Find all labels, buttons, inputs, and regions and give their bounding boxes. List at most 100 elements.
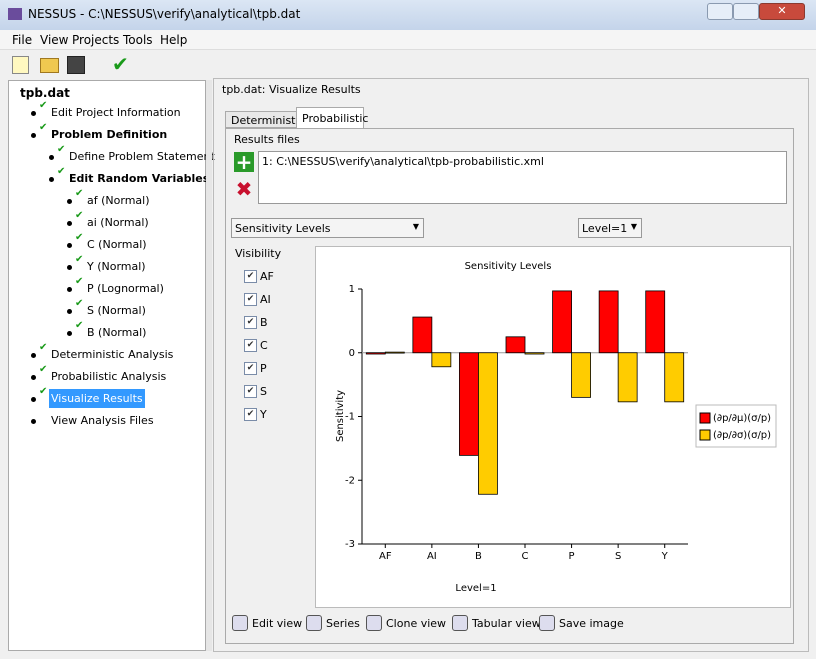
tab[interactable]: Deterministic [225,111,297,128]
tree-item[interactable]: Probabilistic Analysis [51,370,166,383]
menu-item[interactable]: Projects [72,33,119,47]
tree-item[interactable]: Edit Random Variables [69,172,209,185]
tree-dot [31,133,36,138]
panel-title: tpb.dat: Visualize Results [222,83,361,96]
tree-item[interactable]: Problem Definition [51,128,167,141]
button-icon[interactable] [306,615,322,631]
tree-dot [49,177,54,182]
title-bar: NESSUS - C:\NESSUS\verify\analytical\tpb… [0,0,816,30]
status-check: ✔ [39,386,47,397]
menu-item[interactable]: File [12,33,32,47]
tree-dot [67,309,72,314]
toolbar-button[interactable]: Clone view [386,617,446,630]
menu-item[interactable]: View [40,33,68,47]
save-button[interactable] [67,56,85,74]
window-title: NESSUS - C:\NESSUS\verify\analytical\tpb… [28,7,300,21]
splitter[interactable] [206,80,212,651]
menu-item[interactable]: Help [160,33,187,47]
close-button[interactable]: ✕ [759,3,805,20]
add-file-button[interactable]: + [234,152,254,172]
checkbox-label: B [260,316,268,329]
tree-dot [67,331,72,336]
bar [385,352,404,353]
bar [478,353,497,495]
tree-item[interactable]: Visualize Results [49,389,145,408]
button-icon[interactable] [539,615,555,631]
tree-item[interactable]: Define Problem Statement [69,150,215,163]
button-icon[interactable] [232,615,248,631]
level-select[interactable]: Level=1▼ [578,218,642,238]
tree-item[interactable]: Deterministic Analysis [51,348,173,361]
checkbox[interactable]: ✔ [244,339,257,352]
tree-item[interactable]: Y (Normal) [87,260,146,273]
tab-label: Probabilistic [302,112,368,125]
maximize-button[interactable] [733,3,759,20]
y-tick-label: -2 [345,475,355,486]
bar [459,353,478,456]
checkbox[interactable]: ✔ [244,385,257,398]
bar [366,353,385,354]
open-button[interactable] [40,58,59,73]
status-check: ✔ [75,276,83,287]
bar [432,353,451,367]
toolbar-button[interactable]: Edit view [252,617,302,630]
checkbox[interactable]: ✔ [244,270,257,283]
status-check: ✔ [57,144,65,155]
checkbox[interactable]: ✔ [244,362,257,375]
toolbar-button[interactable]: Series [326,617,360,630]
button-icon[interactable] [452,615,468,631]
tree-item[interactable]: Edit Project Information [51,106,181,119]
view-select-label: Sensitivity Levels [235,222,331,235]
app-icon [8,8,22,20]
status-check: ✔ [75,232,83,243]
checkbox[interactable]: ✔ [244,316,257,329]
toolbar-button[interactable]: Save image [559,617,624,630]
checkbox[interactable]: ✔ [244,293,257,306]
x-tick-label: P [569,551,575,562]
status-check: ✔ [39,364,47,375]
project-tree: tpb.dat ✔ Edit Project Information ✔ Proble… [8,80,206,651]
results-label: Results files [234,133,300,146]
check-button[interactable]: ✔ [112,52,129,76]
tab-active[interactable]: Probabilistic [296,107,364,129]
toolbar-button[interactable]: Tabular view [472,617,541,630]
menu-bar: File View Projects Tools Help [0,30,816,50]
checkbox-label: Y [260,408,267,421]
bar [553,291,572,353]
menu-item[interactable]: Tools [123,33,153,47]
tree-item[interactable]: P (Lognormal) [87,282,164,295]
remove-file-button[interactable]: ✖ [234,179,254,199]
tree-dot [67,287,72,292]
tree-item[interactable]: C (Normal) [87,238,147,251]
checkbox-label: AF [260,270,274,283]
bar [525,353,544,354]
y-tick-label: -3 [345,539,355,550]
chart-title: Sensitivity Levels [465,261,552,272]
status-check: ✔ [75,188,83,199]
checkbox-label: P [260,362,267,375]
tree-dot [67,243,72,248]
results-file[interactable]: 1: C:\NESSUS\verify\analytical\tpb-proba… [262,155,544,168]
button-icon[interactable] [366,615,382,631]
view-select[interactable]: Sensitivity Levels▼ [231,218,424,238]
x-tick-label: AF [379,551,392,562]
tree-item[interactable]: S (Normal) [87,304,146,317]
bar [413,317,432,353]
tree-dot [67,265,72,270]
checkbox[interactable]: ✔ [244,408,257,421]
status-check: ✔ [57,166,65,177]
checkbox-label: C [260,339,268,352]
tree-root[interactable]: tpb.dat [20,86,70,100]
tree-item[interactable]: View Analysis Files [51,414,154,427]
status-check: ✔ [75,254,83,265]
level-select-label: Level=1 [582,222,627,235]
minimize-button[interactable] [707,3,733,20]
legend-swatch [700,430,710,440]
tree-dot [31,397,36,402]
tree-item[interactable]: B (Normal) [87,326,146,339]
tree-item[interactable]: af (Normal) [87,194,150,207]
tab-label: Deterministic [231,114,305,127]
tree-dot [49,155,54,160]
tree-item[interactable]: ai (Normal) [87,216,149,229]
new-button[interactable] [12,56,29,74]
